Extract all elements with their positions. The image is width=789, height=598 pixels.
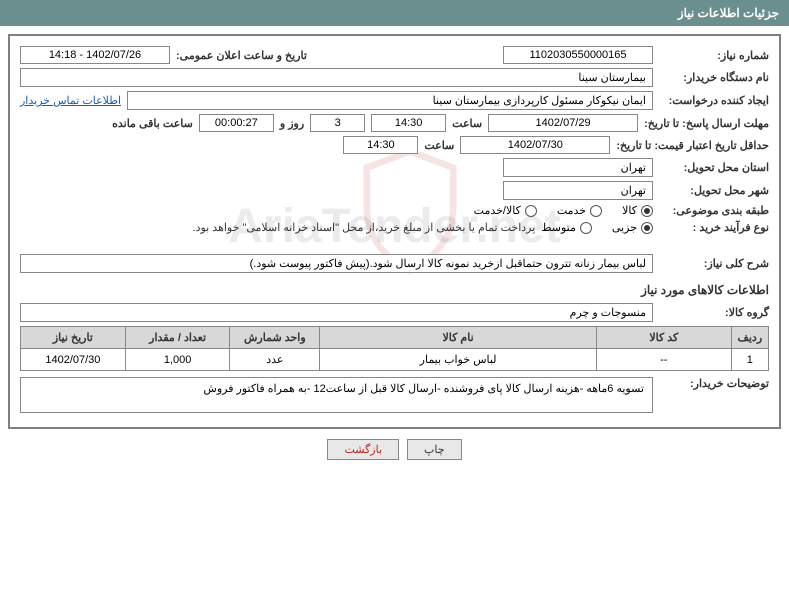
- remaining-label: ساعت باقی مانده: [112, 117, 193, 130]
- requester-value: ایمان نیکوکار مسئول کارپردازی بیمارستان …: [127, 91, 653, 110]
- row-goods-group: گروه کالا: منسوجات و چرم: [20, 303, 769, 322]
- countdown-value: 00:00:27: [199, 114, 274, 132]
- table-cell: 1402/07/30: [21, 349, 126, 371]
- table-cell: 1,000: [125, 349, 230, 371]
- radio-goods-service[interactable]: کالا/خدمت: [474, 204, 537, 217]
- delivery-city-label: شهر محل تحویل:: [659, 184, 769, 197]
- payment-note: پرداخت تمام یا بخشی از مبلغ خرید،از محل …: [193, 221, 536, 234]
- table-cell: لباس خواب بیمار: [320, 349, 597, 371]
- radio-medium[interactable]: متوسط: [541, 221, 592, 234]
- row-price-validity: حداقل تاریخ اعتبار قیمت: تا تاریخ: 1402/…: [20, 136, 769, 154]
- table-cell: --: [596, 349, 731, 371]
- table-header-cell: نام کالا: [320, 327, 597, 349]
- table-cell: عدد: [230, 349, 320, 371]
- category-label: طبقه بندی موضوعی:: [659, 204, 769, 217]
- print-button[interactable]: چاپ: [407, 439, 462, 460]
- general-desc-value: لباس بیمار زنانه تترون حتماقبل ازخرید نم…: [20, 254, 653, 273]
- buyer-notes-label: توضیحات خریدار:: [659, 377, 769, 390]
- radio-dot-icon: [641, 205, 653, 217]
- radio-partial[interactable]: جزیی: [612, 221, 653, 234]
- radio-dot-icon: [641, 222, 653, 234]
- page-title: جزئیات اطلاعات نیاز: [678, 6, 779, 20]
- days-and-label: روز و: [280, 117, 304, 130]
- buyer-org-label: نام دستگاه خریدار:: [659, 71, 769, 84]
- row-purchase-type: نوع فرآیند خرید : جزیی متوسط پرداخت تمام…: [20, 221, 769, 234]
- radio-goods[interactable]: کالا: [622, 204, 653, 217]
- purchase-type-label: نوع فرآیند خرید :: [659, 221, 769, 234]
- row-delivery-province: استان محل تحویل: تهران: [20, 158, 769, 177]
- table-header-cell: تعداد / مقدار: [125, 327, 230, 349]
- table-cell: 1: [731, 349, 768, 371]
- back-button[interactable]: بازگشت: [327, 439, 399, 460]
- category-radio-group: کالا خدمت کالا/خدمت: [474, 204, 653, 217]
- price-validity-label: حداقل تاریخ اعتبار قیمت: تا تاریخ:: [616, 139, 769, 152]
- response-deadline-label: مهلت ارسال پاسخ: تا تاریخ:: [644, 117, 769, 130]
- time-label-2: ساعت: [424, 139, 454, 152]
- days-count: 3: [310, 114, 365, 132]
- button-bar: چاپ بازگشت: [0, 439, 789, 460]
- delivery-city-value: تهران: [503, 181, 653, 200]
- goods-group-label: گروه کالا:: [659, 306, 769, 319]
- row-requester: ایجاد کننده درخواست: ایمان نیکوکار مسئول…: [20, 91, 769, 110]
- need-number-label: شماره نیاز:: [659, 49, 769, 62]
- radio-dot-icon: [580, 222, 592, 234]
- need-number-value: 1102030550000165: [503, 46, 653, 64]
- row-buyer-notes: توضیحات خریدار: تسویه 6ماهه -هزینه ارسال…: [20, 377, 769, 413]
- table-row: 1--لباس خواب بیمارعدد1,0001402/07/30: [21, 349, 769, 371]
- delivery-province-label: استان محل تحویل:: [659, 161, 769, 174]
- announce-date-value: 1402/07/26 - 14:18: [20, 46, 170, 64]
- row-need-number: شماره نیاز: 1102030550000165 تاریخ و ساع…: [20, 46, 769, 64]
- table-header-cell: واحد شمارش: [230, 327, 320, 349]
- table-header-cell: کد کالا: [596, 327, 731, 349]
- buyer-org-value: بیمارستان سینا: [20, 68, 653, 87]
- radio-dot-icon: [590, 205, 602, 217]
- table-header-cell: تاریخ نیاز: [21, 327, 126, 349]
- radio-service[interactable]: خدمت: [557, 204, 602, 217]
- purchase-type-radio-group: جزیی متوسط: [541, 221, 653, 234]
- row-buyer-org: نام دستگاه خریدار: بیمارستان سینا: [20, 68, 769, 87]
- row-general-desc: شرح کلی نیاز: لباس بیمار زنانه تترون حتم…: [20, 254, 769, 273]
- row-response-deadline: مهلت ارسال پاسخ: تا تاریخ: 1402/07/29 سا…: [20, 114, 769, 132]
- goods-group-value: منسوجات و چرم: [20, 303, 653, 322]
- buyer-contact-link[interactable]: اطلاعات تماس خریدار: [20, 94, 121, 107]
- price-validity-time: 14:30: [343, 136, 418, 154]
- general-desc-label: شرح کلی نیاز:: [659, 257, 769, 270]
- radio-dot-icon: [525, 205, 537, 217]
- price-validity-date: 1402/07/30: [460, 136, 610, 154]
- time-label-1: ساعت: [452, 117, 482, 130]
- announce-date-label: تاریخ و ساعت اعلان عمومی:: [176, 49, 307, 62]
- main-container: AriaTender.net شماره نیاز: 1102030550000…: [8, 34, 781, 429]
- row-delivery-city: شهر محل تحویل: تهران: [20, 181, 769, 200]
- buyer-notes-value: تسویه 6ماهه -هزینه ارسال کالا پای فروشند…: [20, 377, 653, 413]
- response-deadline-date: 1402/07/29: [488, 114, 638, 132]
- goods-info-title: اطلاعات کالاهای مورد نیاز: [20, 283, 769, 297]
- table-header-cell: ردیف: [731, 327, 768, 349]
- page-header: جزئیات اطلاعات نیاز: [0, 0, 789, 26]
- requester-label: ایجاد کننده درخواست:: [659, 94, 769, 107]
- response-deadline-time: 14:30: [371, 114, 446, 132]
- goods-table: ردیفکد کالانام کالاواحد شمارشتعداد / مقد…: [20, 326, 769, 371]
- delivery-province-value: تهران: [503, 158, 653, 177]
- row-category: طبقه بندی موضوعی: کالا خدمت کالا/خدمت: [20, 204, 769, 217]
